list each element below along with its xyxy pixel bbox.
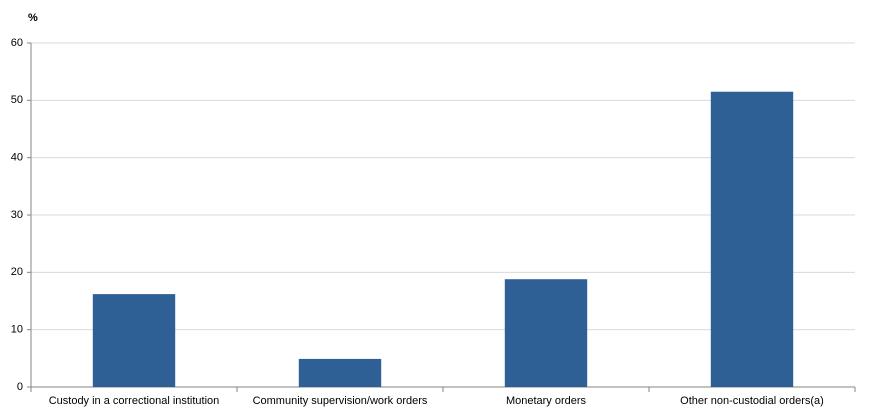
y-tick-label: 20 bbox=[11, 266, 23, 278]
bar bbox=[298, 358, 382, 387]
y-axis-label: % bbox=[28, 12, 38, 24]
y-tick-label: 10 bbox=[11, 324, 23, 336]
y-tick-label: 50 bbox=[11, 94, 23, 106]
y-tick-label: 40 bbox=[11, 152, 23, 164]
bar bbox=[710, 91, 794, 387]
x-tick-label: Custody in a correctional institution bbox=[49, 395, 220, 407]
y-tick-label: 0 bbox=[17, 381, 23, 393]
y-tick-label: 60 bbox=[11, 37, 23, 49]
x-tick-label: Community supervision/work orders bbox=[253, 395, 428, 407]
y-tick-label: 30 bbox=[11, 209, 23, 221]
bar bbox=[504, 279, 588, 387]
x-tick-label: Other non-custodial orders(a) bbox=[680, 395, 824, 407]
x-tick-label: Monetary orders bbox=[506, 395, 587, 407]
bar bbox=[92, 294, 176, 387]
